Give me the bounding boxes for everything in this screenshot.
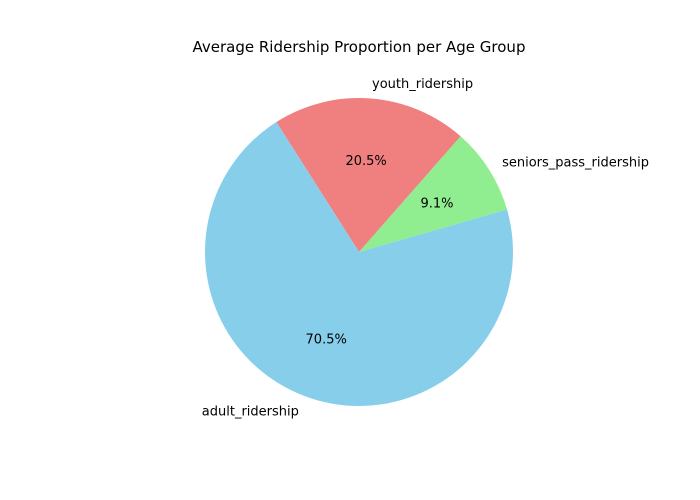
category-label-seniors-pass-ridership: seniors_pass_ridership bbox=[502, 155, 649, 170]
pie-slice-adult-ridership bbox=[204, 122, 513, 407]
percent-label-adult-ridership: 70.5% bbox=[306, 332, 347, 347]
percent-label-seniors-pass-ridership: 9.1% bbox=[420, 197, 453, 212]
category-label-youth-ridership: youth_ridership bbox=[372, 77, 473, 92]
category-label-adult-ridership: adult_ridership bbox=[202, 404, 299, 419]
pie-slice-youth-ridership bbox=[276, 97, 461, 252]
percent-label-youth-ridership: 20.5% bbox=[345, 154, 386, 169]
pie-slices bbox=[204, 97, 513, 407]
chart-title: Average Ridership Proportion per Age Gro… bbox=[193, 38, 526, 56]
pie-slice-seniors-pass-ridership bbox=[359, 136, 508, 252]
pie-labels: 9.1% seniors_pass_ridership 20.5% youth_rid… bbox=[202, 77, 649, 419]
